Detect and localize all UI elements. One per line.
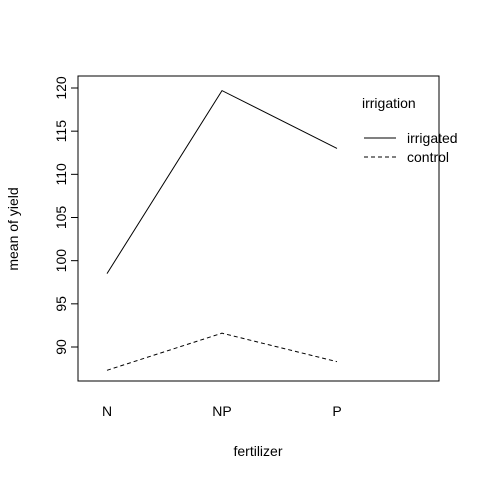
x-tick-label: N [102,403,112,419]
y-axis: 90 95 100 105 110 115 120 [53,76,79,355]
y-tick-label: 115 [53,120,69,143]
y-tick-label: 100 [53,249,69,273]
x-tick-label: NP [212,403,231,419]
y-axis-label: mean of yield [5,187,21,270]
y-tick-label: 110 [53,163,69,186]
x-tick-label: P [332,403,341,419]
x-axis: N NP P [102,403,342,419]
y-tick-label: 120 [53,76,69,100]
legend-title: irrigation [362,95,416,111]
legend-label-control: control [407,149,449,165]
series-lines [106,89,338,371]
y-tick-label: 95 [53,296,69,312]
legend-label-irrigated: irrigated [407,130,458,146]
series-line-control [106,332,338,371]
legend: irrigation irrigated control [362,95,458,165]
series-line-irrigated [106,89,338,274]
x-axis-label: fertilizer [233,443,282,459]
y-tick-label: 90 [53,339,69,355]
y-tick-label: 105 [53,206,69,230]
